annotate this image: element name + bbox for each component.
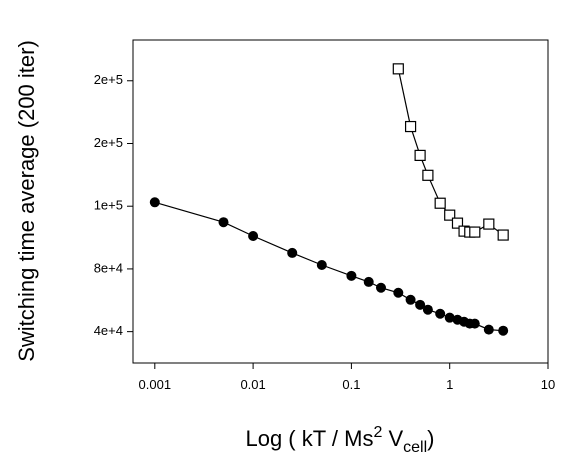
x-title-sub: cell: [403, 439, 427, 456]
marker: [405, 294, 416, 305]
marker: [375, 282, 386, 293]
x-title-part: ): [427, 426, 434, 451]
x-tick-label: 0.001: [139, 377, 172, 392]
marker: [435, 308, 446, 319]
x-tick-label: 0.01: [240, 377, 265, 392]
marker: [483, 218, 495, 230]
marker: [422, 304, 433, 315]
marker: [469, 318, 480, 329]
x-axis-title: Log ( kT / Ms2 Vcell): [245, 424, 434, 456]
x-title-sup: 2: [373, 424, 382, 441]
marker: [451, 217, 464, 229]
marker: [483, 324, 494, 335]
marker: [287, 247, 298, 258]
series-line: [154, 201, 504, 332]
y-tick-label: 2e+5: [94, 135, 123, 150]
marker: [392, 63, 404, 75]
x-title-part: Log ( kT / Ms: [245, 426, 373, 451]
y-tick-label: 8e+4: [94, 260, 123, 275]
marker: [404, 120, 417, 133]
marker: [444, 209, 456, 221]
marker: [248, 230, 259, 241]
y-tick-label: 2e+5: [94, 72, 123, 87]
plot-frame: [132, 39, 549, 364]
x-tick-label: 10: [541, 377, 555, 392]
marker: [316, 260, 327, 271]
marker: [434, 197, 446, 209]
marker: [363, 276, 374, 287]
marker: [498, 325, 509, 336]
marker: [415, 299, 426, 310]
y-tick-label: 4e+4: [94, 323, 123, 338]
y-axis-title: Switching time average (200 iter): [14, 40, 39, 362]
x-title-part: V: [382, 426, 403, 451]
marker: [497, 229, 509, 241]
marker: [346, 270, 357, 281]
marker: [422, 169, 434, 181]
marker: [393, 287, 404, 298]
y-tick-label: 1e+5: [94, 198, 123, 213]
marker: [218, 217, 229, 228]
marker: [444, 312, 455, 323]
marker: [414, 149, 426, 162]
x-tick-label: 0.1: [342, 377, 360, 392]
marker: [149, 197, 160, 208]
x-tick-label: 1: [446, 377, 453, 392]
marker: [469, 226, 481, 238]
